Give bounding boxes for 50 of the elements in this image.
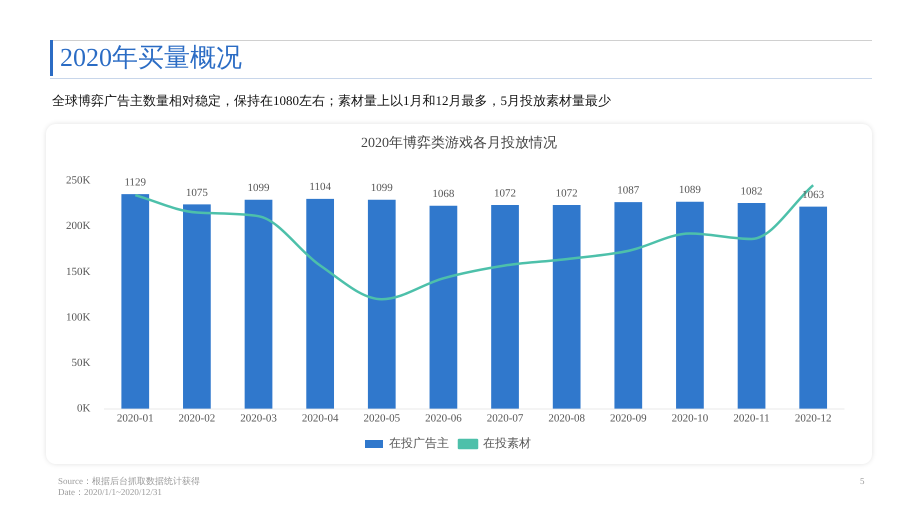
data-label: 1068 [432,188,455,200]
bar [244,200,272,409]
bar [430,206,458,409]
text: Date：2020/1/1~2020/12/31 [58,487,163,498]
bar [491,204,519,409]
data-label: 1063 [802,189,825,202]
chart-title: 2020年买量概况 [60,42,242,74]
data-label: 1129 [124,176,147,188]
data-label: 1089 [678,184,702,196]
data-label: 1082 [740,185,763,198]
bar [183,204,211,409]
y-tick-label: 0K [76,402,90,415]
y-tick-label: 200K [66,220,90,232]
data-label: 1099 [248,182,270,194]
bar [738,203,766,409]
bar [368,200,396,409]
x-tick-label: 2020-08 [548,412,586,424]
y-tick-label: 250K [66,174,90,186]
y-tick-label: 50K [71,357,90,370]
x-tick-label: 2020-12 [794,412,832,424]
x-tick-label: 2020-10 [672,412,709,424]
bar [799,206,828,409]
legend-label: 在投素材 [483,436,531,450]
data-label: 1072 [556,187,578,200]
source-note: Source：根据后台抓取数据统计获得 [58,476,200,487]
x-tick-label: 2020-07 [486,412,524,424]
data-label: 1075 [186,186,208,199]
text: 2020年博弈类游戏各月投放情况 [360,134,558,152]
bar [552,204,581,409]
bar [676,202,704,409]
x-tick-label: 2020-06 [425,412,462,424]
x-tick-label: 2020-05 [363,412,401,424]
data-label: 1104 [309,181,332,194]
x-tick-label: 2020-04 [302,412,339,424]
x-tick-label: 2020-03 [240,412,278,424]
bar [306,198,334,409]
y-tick-label: 100K [66,311,90,324]
x-tick-label: 2020-11 [733,412,770,424]
legend-label: 在投广告主 [389,436,449,450]
data-label: 1099 [370,182,394,194]
text: 5 [860,476,864,486]
chart-subtitle: 全球博弈广告主数量相对稳定，保持在1080左右；素材量上以1月和12月最多，5月投放素材量最少 [52,92,611,110]
bar [614,202,642,409]
data-label: 1087 [617,184,640,196]
x-tick-label: 2020-01 [116,412,154,424]
x-tick-label: 2020-02 [178,412,216,424]
x-tick-label: 2020-09 [610,412,648,424]
data-label: 1072 [494,187,516,200]
y-tick-label: 150K [66,266,90,278]
bar [121,194,150,409]
